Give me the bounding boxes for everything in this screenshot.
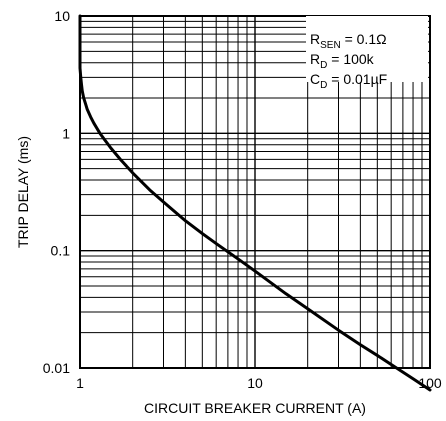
legend-background xyxy=(306,16,428,82)
legend-annotation: RD = 100k xyxy=(310,51,375,71)
grid-major xyxy=(80,16,430,368)
legend-annotation: RSEN = 0.1Ω xyxy=(310,31,387,51)
legend-annotation: CD = 0.01µF xyxy=(310,71,387,91)
y-tick-label: 0.1 xyxy=(51,243,71,259)
plot-frame xyxy=(79,15,431,369)
trip-delay-curve xyxy=(78,14,432,392)
x-axis-label: CIRCUIT BREAKER CURRENT (A) xyxy=(144,400,366,416)
y-tick-label: 10 xyxy=(54,8,70,24)
y-tick-labels: 0.01 0.1 1 10 xyxy=(43,8,70,376)
y-tick-label: 0.01 xyxy=(43,360,70,376)
y-tick-label: 1 xyxy=(62,125,70,141)
x-tick-label: 10 xyxy=(247,375,263,391)
x-tick-label: 1 xyxy=(76,375,84,391)
x-tick-label: 100 xyxy=(418,375,442,391)
y-axis-label: TRIP DELAY (ms) xyxy=(15,136,31,248)
x-tick-labels: 1 10 100 xyxy=(76,375,442,391)
